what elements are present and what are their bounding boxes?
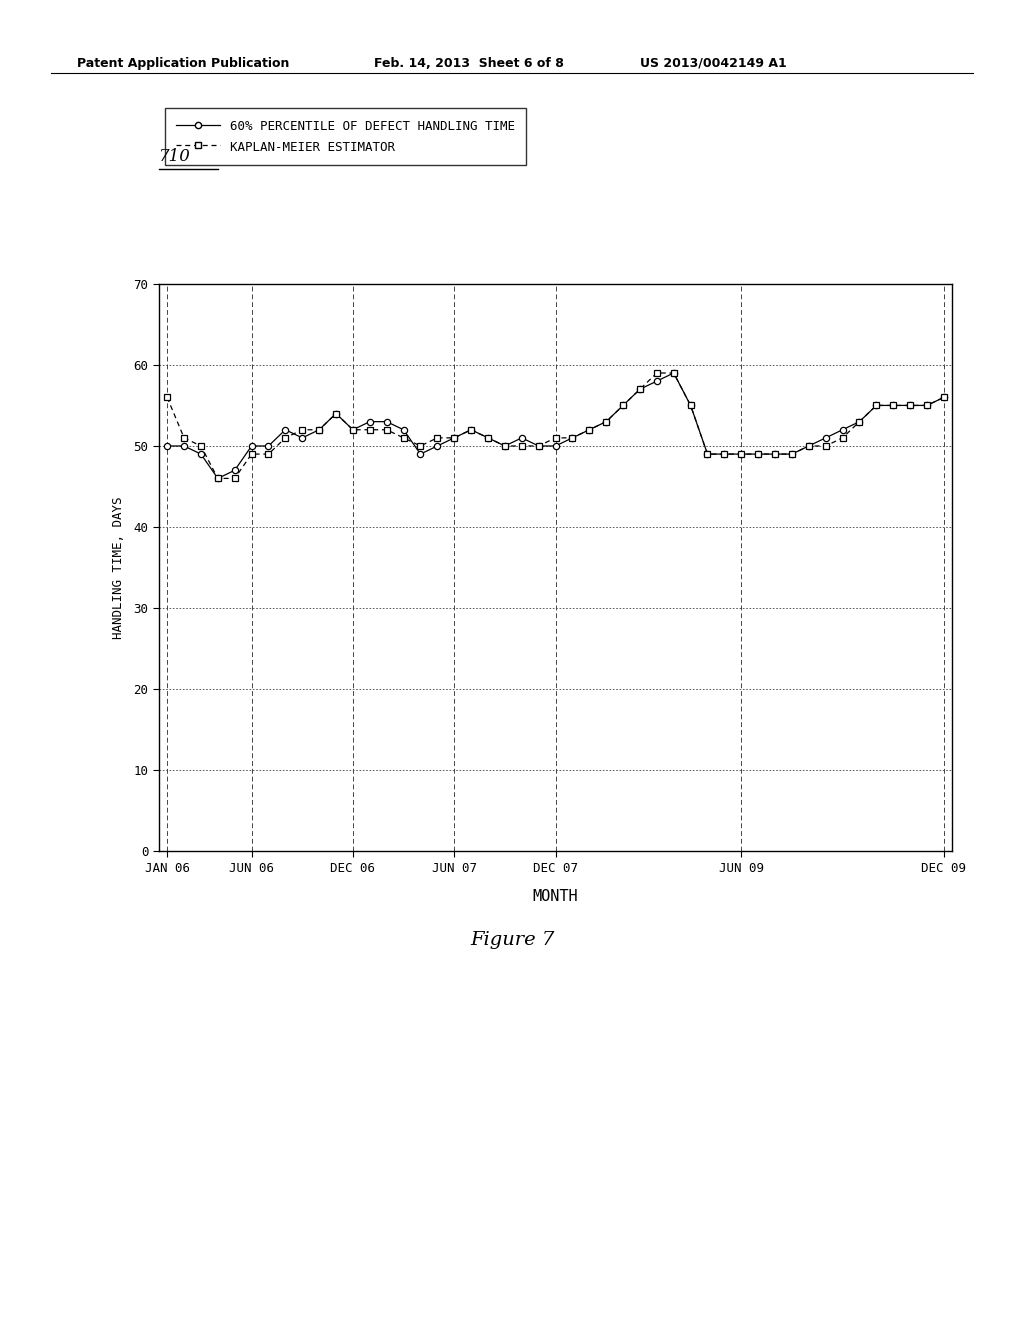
X-axis label: MONTH: MONTH [532, 888, 579, 904]
Text: US 2013/0042149 A1: US 2013/0042149 A1 [640, 57, 786, 70]
Legend: 60% PERCENTILE OF DEFECT HANDLING TIME, KAPLAN-MEIER ESTIMATOR: 60% PERCENTILE OF DEFECT HANDLING TIME, … [165, 108, 526, 165]
Text: 710: 710 [159, 148, 190, 165]
Y-axis label: HANDLING TIME, DAYS: HANDLING TIME, DAYS [112, 496, 125, 639]
Text: Figure 7: Figure 7 [470, 931, 554, 949]
Text: Feb. 14, 2013  Sheet 6 of 8: Feb. 14, 2013 Sheet 6 of 8 [374, 57, 563, 70]
Text: Patent Application Publication: Patent Application Publication [77, 57, 289, 70]
